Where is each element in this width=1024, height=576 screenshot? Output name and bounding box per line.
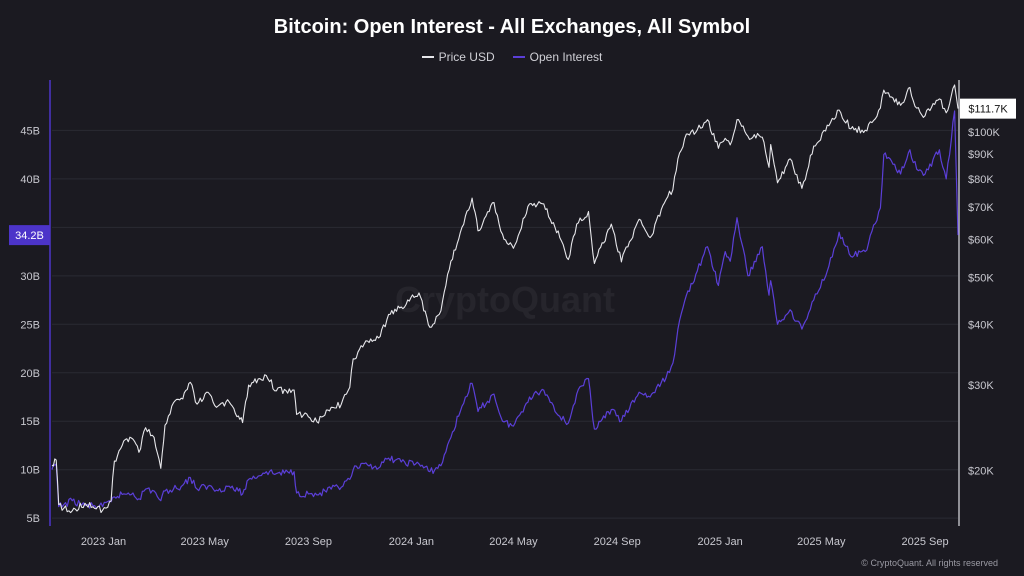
y-left-tick-30B: 30B (20, 271, 40, 283)
y-right-tick-$90K: $90K (968, 149, 994, 161)
y-right-tick-$30K: $30K (968, 380, 994, 392)
y-left-tick-45B: 45B (20, 125, 40, 137)
y-left-tick-20B: 20B (20, 368, 40, 380)
x-tick-2025-Sep: 2025 Sep (902, 536, 949, 548)
copyright-credit: © CryptoQuant. All rights reserved (861, 558, 998, 568)
x-tick-2024-Sep: 2024 Sep (594, 536, 641, 548)
y-right-tick-$20K: $20K (968, 465, 994, 477)
y-right-tick-$70K: $70K (968, 202, 994, 214)
series-line-open-interest (51, 110, 959, 509)
x-tick-2023-Jan: 2023 Jan (81, 536, 126, 548)
current-price-label: $111.7K (968, 104, 1008, 116)
current-oi-label: 34.2B (15, 230, 44, 242)
y-left-tick-10B: 10B (20, 465, 40, 477)
y-left-tick-5B: 5B (27, 513, 40, 525)
current-oi-badge (9, 225, 50, 246)
x-tick-2025-Jan: 2025 Jan (697, 536, 742, 548)
axis-layer: 5B 10B 15B 20B 25B 30B 40B 45B $20K $30K $40K $50K $… (20, 80, 1000, 548)
credit-text: CryptoQuant. All rights reserved (870, 558, 998, 568)
y-left-tick-40B: 40B (20, 174, 40, 186)
grid-layer (52, 129, 958, 519)
x-tick-2023-May: 2023 May (181, 536, 230, 548)
y-left-tick-25B: 25B (20, 319, 40, 331)
legend-swatch-open-interest (512, 56, 525, 58)
y-right-tick-$100K: $100K (968, 127, 1000, 139)
y-right-tick-$60K: $60K (968, 234, 994, 246)
series-line-price-usd (51, 84, 959, 514)
legend-label-price: Price USD (438, 50, 495, 64)
y-left-tick-15B: 15B (20, 416, 40, 428)
chart-legend: Price USD Open Interest (0, 50, 1024, 64)
x-tick-2023-Sep: 2023 Sep (285, 536, 332, 548)
label-layer: 34.2B $111.7K (9, 98, 1016, 246)
legend-label-open-interest: Open Interest (529, 50, 603, 64)
legend-item-price[interactable]: Price USD (421, 50, 495, 64)
x-tick-2024-May: 2024 May (489, 536, 538, 548)
legend-item-open-interest[interactable]: Open Interest (512, 50, 603, 64)
x-tick-2025-May: 2025 May (797, 536, 846, 548)
chart-title: Bitcoin: Open Interest - All Exchanges, … (273, 16, 751, 38)
credit-icon: © (861, 558, 868, 568)
legend-swatch-price (421, 56, 434, 58)
current-price-badge (960, 98, 1016, 119)
y-right-tick-$80K: $80K (968, 174, 994, 186)
series-layer (51, 84, 959, 514)
y-right-tick-$40K: $40K (968, 320, 994, 332)
y-right-tick-$50K: $50K (968, 273, 994, 285)
x-tick-2024-Jan: 2024 Jan (389, 536, 434, 548)
watermark-text: CryptoQuant (395, 279, 615, 320)
